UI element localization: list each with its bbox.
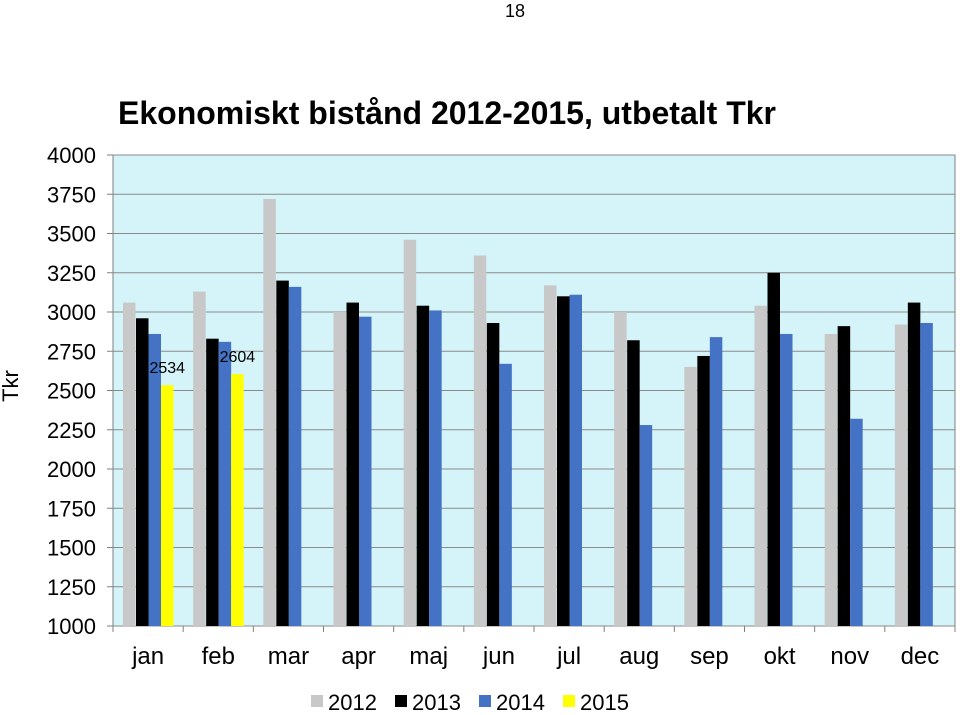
bar: [346, 302, 359, 626]
bar: [136, 318, 149, 626]
bar: [486, 322, 500, 626]
y-tick-label: 3500: [47, 222, 96, 247]
legend-label: 2014: [496, 690, 545, 715]
bar: [697, 355, 710, 626]
bar: [894, 324, 908, 626]
bar: [627, 340, 640, 626]
y-axis-label: Tkr: [0, 370, 23, 402]
page-number: 18: [504, 1, 526, 21]
bar: [920, 322, 933, 626]
bar: [907, 302, 921, 626]
legend-swatch: [479, 695, 491, 707]
chart-title: Ekonomiskt bistånd 2012-2015, utbetalt T…: [118, 95, 776, 131]
bar: [837, 326, 851, 626]
x-category-label: maj: [409, 643, 448, 670]
bar: [333, 312, 346, 626]
x-category-label: apr: [341, 643, 376, 670]
y-tick-label: 2500: [47, 379, 96, 404]
bar: [754, 305, 767, 626]
y-tick-label: 3250: [47, 261, 96, 286]
bar: [206, 338, 219, 626]
x-category-label: aug: [619, 643, 659, 670]
bar: [218, 341, 232, 626]
bar: [429, 310, 442, 626]
x-category-label: sep: [690, 643, 729, 670]
gridlines: [107, 154, 956, 632]
bar: [544, 285, 557, 626]
y-tick-label: 1000: [47, 614, 96, 639]
legend-swatch: [395, 695, 407, 707]
bar: [403, 239, 417, 626]
bars: [123, 198, 933, 627]
bar: [614, 312, 627, 626]
bar: [473, 255, 487, 627]
y-tick-label: 2750: [47, 339, 96, 364]
x-category-label: jun: [482, 643, 515, 670]
x-category-label: okt: [764, 643, 796, 670]
x-category-label: jan: [131, 643, 164, 670]
x-axis-categories: jan feb mar apr maj jun jul aug sep okt nov dec: [131, 643, 939, 670]
bar: [569, 294, 582, 626]
legend: 2012 2013 2014 2015: [311, 690, 629, 715]
legend-label: 2012: [328, 690, 377, 715]
bar: [557, 296, 570, 626]
legend-label: 2013: [412, 690, 461, 715]
y-tick-label: 1500: [47, 536, 96, 561]
data-labels: 2534 2604: [149, 349, 255, 377]
bar: [416, 305, 430, 626]
legend-label: 2015: [580, 690, 629, 715]
x-category-label: dec: [901, 643, 940, 670]
x-category-label: nov: [830, 643, 869, 670]
x-category-label: jul: [556, 643, 581, 670]
bar: [767, 272, 780, 626]
y-tick-label: 2000: [47, 457, 96, 482]
data-label: 2534: [149, 360, 185, 377]
y-tick-label: 2250: [47, 418, 96, 443]
legend-swatch: [311, 695, 323, 707]
bar: [639, 425, 653, 626]
y-tick-label: 1750: [47, 496, 96, 521]
bar: [288, 286, 302, 626]
bar: [359, 316, 372, 626]
y-tick-label: 3750: [47, 182, 96, 207]
bar: [161, 385, 174, 626]
bar: [231, 374, 244, 626]
bar: [276, 280, 289, 626]
data-label: 2604: [220, 349, 256, 366]
y-tick-label: 4000: [47, 143, 96, 168]
x-category-label: mar: [268, 643, 309, 670]
bar: [824, 333, 838, 626]
y-tick-label: 1250: [47, 575, 96, 600]
bar: [193, 291, 206, 626]
legend-swatch: [563, 695, 575, 707]
bar: [148, 333, 161, 626]
x-category-label: feb: [202, 643, 235, 670]
bar: [123, 302, 136, 626]
bar: [780, 333, 793, 626]
bar: [499, 363, 512, 626]
y-tick-label: 3000: [47, 300, 96, 325]
bar: [850, 418, 863, 626]
bar: [684, 366, 697, 626]
y-axis-ticks: 1000 1250 1500 1750 2000 2250 2500 2750 3000 3250…: [47, 143, 96, 639]
bar: [709, 337, 723, 626]
bar: [263, 198, 276, 626]
